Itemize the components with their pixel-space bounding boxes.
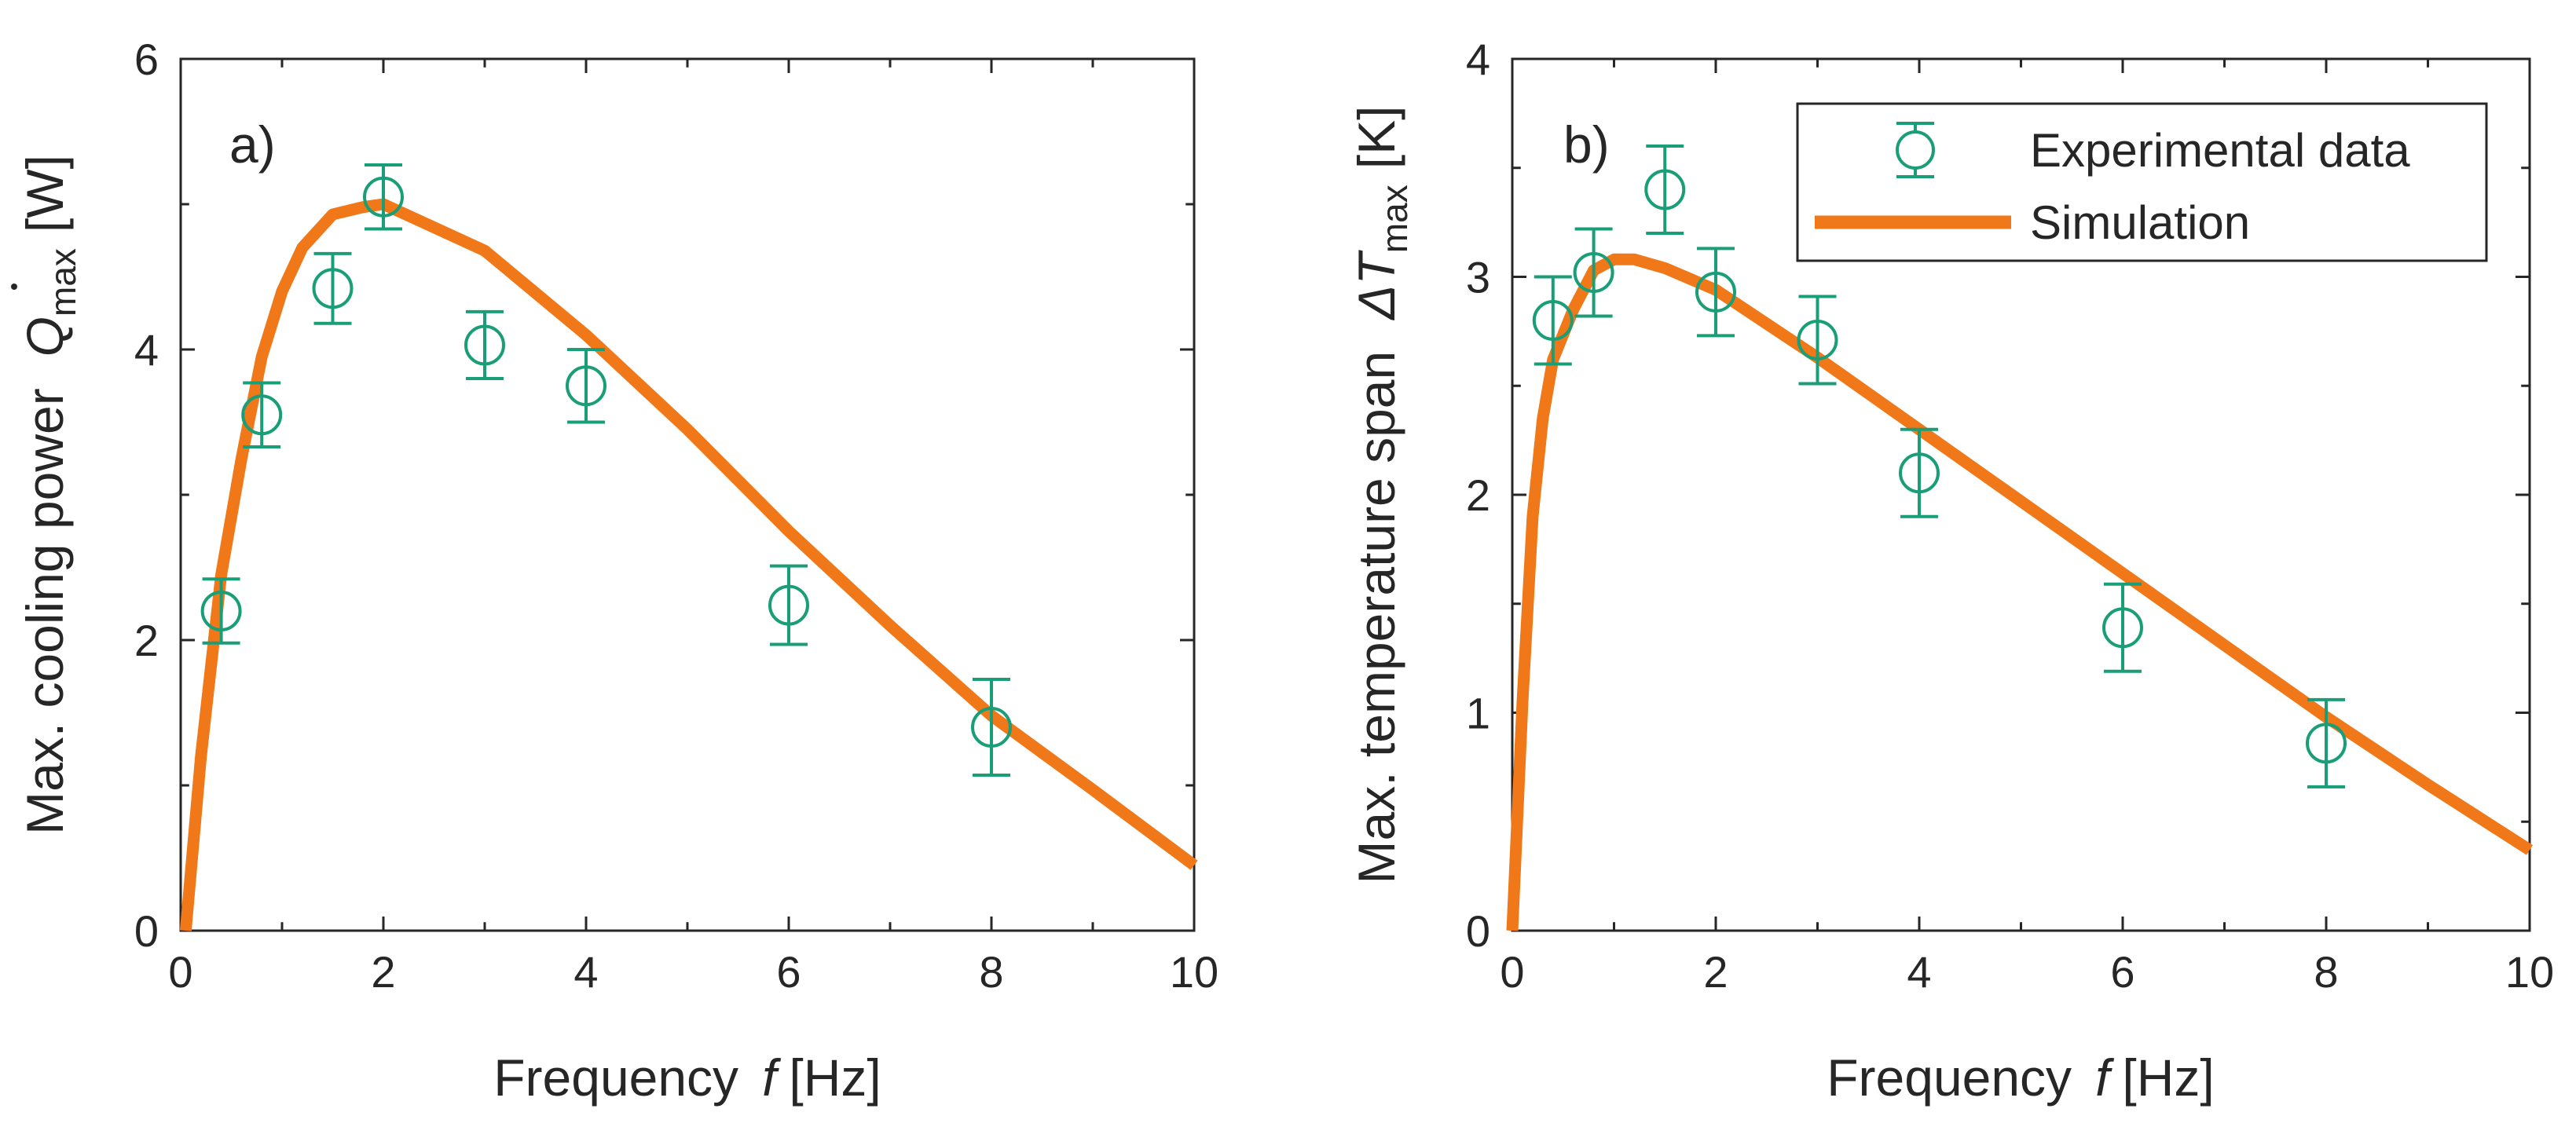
panel-b-data-point [1899, 427, 1940, 518]
panel-b-marker-circle [1644, 169, 1686, 210]
panel-a-ylabel: Max. cooling powerQmax[W] [11, 155, 83, 835]
panel-b-data-point [1797, 295, 1838, 386]
panel-b-xtick-label: 2 [1703, 947, 1728, 997]
legend: Experimental data Simulation [1796, 102, 2488, 262]
panel-a-data-point [971, 677, 1012, 778]
panel-a-xtick-label: 8 [979, 947, 1003, 997]
panel-a-xlabel: Frequency f [Hz] [493, 1048, 881, 1107]
panel-a-ytick-label: 2 [134, 616, 159, 665]
panel-b-data-point [1532, 275, 1574, 366]
panel-a-xtick-label: 6 [776, 947, 801, 997]
panel-a-marker-circle [768, 584, 809, 626]
panel-b-label: b) [1563, 115, 1610, 174]
panel-b-marker-circle [2306, 723, 2347, 764]
panel-b-simulation-line [1506, 253, 2534, 931]
panel-b-xtick-label: 10 [2505, 947, 2554, 997]
panel-b-data-point [1573, 227, 1614, 318]
panel-a-data-point [464, 309, 505, 380]
svg-text:Max. temperature spanΔTmax[K]: Max. temperature spanΔTmax[K] [1347, 106, 1415, 884]
panel-b-marker-circle [1532, 300, 1574, 341]
panel-a-xtick-label: 0 [168, 947, 192, 997]
panel-b-marker-circle [2102, 607, 2143, 649]
panel-b-xlabel: Frequency f [Hz] [1827, 1048, 2215, 1107]
panel-a-data [179, 163, 1198, 931]
panel-b-ticks: 0 2 4 6 8 10 0 1 2 3 4 [1466, 35, 2554, 997]
panel-a-marker-circle [200, 591, 242, 631]
panel-b-data-point [2306, 697, 2347, 789]
svg-text:Max. cooling powerQmax[W]: Max. cooling powerQmax[W] [16, 155, 83, 835]
legend-box [1796, 102, 2488, 262]
panel-a-simulation-line [179, 198, 1198, 931]
panel-b-data-point [2102, 582, 2143, 673]
legend-experimental-marker [1896, 122, 1935, 178]
panel-b-xtick-label: 8 [2314, 947, 2338, 997]
panel-a-ytick-label: 4 [134, 325, 159, 375]
panel-a-data-point [241, 381, 283, 448]
panel-a-data-point [312, 251, 354, 325]
panel-a-label: a) [229, 115, 276, 174]
panel-b-marker-circle [1695, 271, 1736, 313]
panel-a-xtick-label: 10 [1170, 947, 1218, 997]
panel-a-marker-circle [566, 365, 606, 407]
panel-b-xtick-label: 0 [1500, 947, 1524, 997]
panel-b-data-point [1644, 145, 1686, 235]
q-dot-accent [11, 284, 17, 290]
panel-a-marker-circle [312, 268, 354, 309]
panel-a-data-point [200, 577, 242, 645]
panel-a-marker-circle [464, 324, 505, 366]
panel-a-data-point [566, 348, 606, 424]
panel-a-ticks: 0 2 4 6 8 10 0 2 4 6 [134, 35, 1218, 997]
panel-a-xtick-label: 4 [573, 947, 598, 997]
panel-a-xtick-label: 2 [371, 947, 395, 997]
panel-a-data-point [363, 163, 404, 231]
panel-b-xtick-label: 4 [1907, 947, 1931, 997]
panel-b-ytick-label: 1 [1466, 689, 1490, 738]
panel-a-marker-circle [241, 394, 283, 436]
panel-b-ytick-label: 2 [1466, 470, 1490, 520]
panel-b-xtick-label: 6 [2110, 947, 2134, 997]
panel-a-data-point [768, 564, 809, 646]
panel-a-chart: 0 2 4 6 8 10 0 2 4 6 a) Frequency f [Hz] Max. cooli… [11, 35, 1218, 1107]
panel-b-ytick-label: 3 [1466, 253, 1490, 302]
panel-a-ytick-label: 6 [134, 35, 159, 84]
panel-a-ytick-label: 0 [134, 906, 159, 956]
panel-b-marker-circle [1899, 452, 1940, 494]
panel-b-marker-circle [1573, 251, 1614, 293]
legend-label-experimental: Experimental data [2030, 124, 2410, 177]
legend-label-simulation: Simulation [2030, 196, 2250, 249]
panel-b-data-point [1695, 247, 1736, 338]
panel-b-ytick-label: 4 [1466, 35, 1490, 84]
panel-b-marker-circle [1797, 319, 1838, 360]
panel-a-marker-circle [971, 707, 1012, 748]
panel-a-marker-circle [363, 176, 404, 218]
panel-b-ytick-label: 0 [1466, 906, 1490, 956]
panel-b-chart: 0 2 4 6 8 10 0 1 2 3 4 b) Frequency f [Hz] Max. temp… [1347, 35, 2554, 1107]
panel-b-ylabel: Max. temperature spanΔTmax[K] [1347, 106, 1415, 884]
panel-b-data [1506, 145, 2534, 931]
